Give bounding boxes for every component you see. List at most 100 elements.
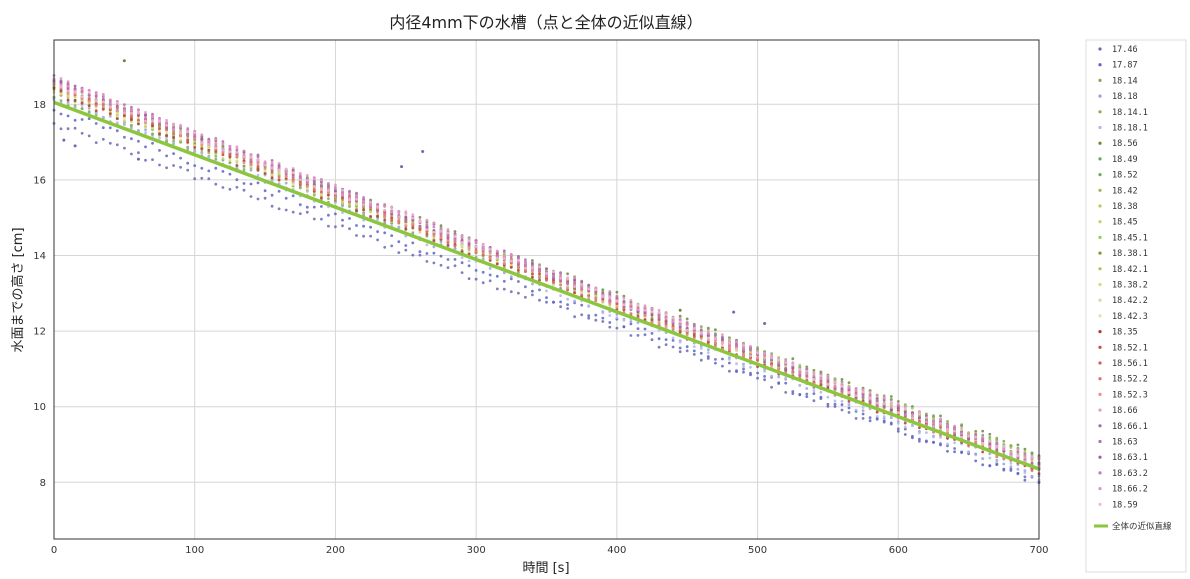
data-point [270, 204, 274, 208]
data-point [932, 421, 935, 425]
data-point [277, 175, 281, 179]
data-point [488, 266, 492, 270]
data-point [193, 177, 197, 181]
data-point [495, 287, 499, 291]
data-point [1023, 447, 1027, 451]
data-point [594, 286, 598, 290]
data-point [151, 112, 154, 116]
data-point [320, 217, 323, 221]
data-point [158, 117, 161, 121]
data-point [59, 92, 63, 96]
data-point [298, 186, 302, 190]
data-point [284, 175, 288, 179]
data-point [721, 344, 724, 348]
data-point [130, 120, 133, 124]
data-point [981, 435, 985, 439]
data-point [404, 244, 408, 247]
data-point [615, 302, 619, 306]
data-point [390, 212, 394, 216]
data-point [854, 388, 858, 392]
data-point [242, 161, 246, 165]
data-point [327, 197, 330, 201]
data-point [151, 158, 154, 162]
data-point [249, 182, 253, 186]
data-point [270, 170, 274, 174]
data-point [784, 368, 788, 372]
data-point [298, 203, 302, 207]
outlier-point [62, 138, 66, 142]
data-point [453, 244, 457, 248]
data-point [263, 172, 267, 175]
data-point [594, 288, 598, 292]
data-point [425, 228, 429, 231]
data-point [165, 120, 169, 124]
data-point [453, 230, 457, 233]
data-point [573, 276, 576, 279]
data-point [80, 131, 84, 135]
data-point [481, 253, 485, 257]
data-point [840, 399, 844, 403]
data-point [995, 445, 999, 448]
data-point [186, 130, 190, 134]
data-point [221, 156, 225, 160]
data-point [446, 234, 450, 238]
data-point [66, 95, 70, 98]
data-point [932, 425, 935, 428]
data-point [1023, 454, 1027, 458]
data-point [882, 419, 886, 423]
data-point [327, 193, 330, 197]
data-point [355, 198, 358, 201]
data-point [66, 89, 70, 93]
data-point [94, 103, 98, 107]
data-point [749, 344, 752, 348]
data-point [460, 241, 464, 244]
data-point [629, 303, 633, 307]
data-point [559, 305, 562, 309]
data-point [502, 257, 506, 261]
data-point [362, 203, 365, 206]
data-point [643, 311, 647, 315]
data-point [115, 105, 119, 109]
data-point [291, 175, 295, 179]
data-point [566, 277, 569, 281]
legend-marker [1098, 251, 1102, 255]
data-point [903, 425, 907, 429]
data-point [699, 358, 703, 362]
data-point [418, 250, 422, 254]
data-point [270, 193, 274, 197]
legend-entry: 18.38.2 [1112, 281, 1148, 291]
data-point [221, 153, 225, 157]
data-point [207, 148, 211, 152]
data-point [235, 159, 239, 163]
data-point [277, 163, 281, 167]
data-point [706, 327, 710, 331]
data-point [925, 420, 928, 424]
data-point [706, 329, 710, 333]
legend-entry: 18.56 [1112, 139, 1138, 149]
data-point [580, 286, 584, 290]
legend-marker [1098, 424, 1102, 428]
data-point [903, 421, 907, 425]
data-point [460, 256, 464, 259]
outlier-point [421, 150, 425, 154]
data-point [334, 183, 337, 187]
data-point [819, 395, 823, 399]
data-point [256, 162, 260, 166]
data-point [573, 299, 576, 303]
data-point [861, 406, 865, 409]
data-point [59, 77, 63, 80]
data-point [847, 411, 851, 414]
data-point [517, 254, 520, 258]
data-point [130, 112, 133, 115]
data-point [706, 357, 710, 360]
data-point [566, 307, 569, 310]
data-point [186, 134, 190, 137]
data-point [629, 334, 633, 337]
data-point [981, 433, 985, 437]
data-point [291, 210, 295, 214]
data-point [756, 371, 759, 375]
data-point [728, 369, 731, 373]
data-point [1030, 475, 1034, 478]
legend-marker [1098, 94, 1102, 98]
data-point [784, 391, 788, 394]
